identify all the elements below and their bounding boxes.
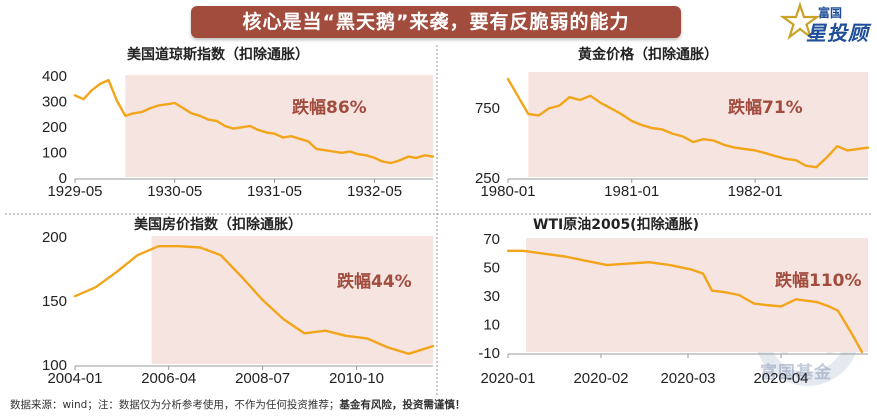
y-tick-label-30: 30: [483, 288, 500, 305]
decline-annotation: 跌幅71%: [728, 97, 803, 118]
y-tick-label-50: 50: [483, 260, 500, 277]
footer-source: 数据来源：wind；注：数据仅为分析参考使用，不作为任何投资推荐；: [10, 399, 340, 411]
y-tick-label-0: 0: [59, 170, 67, 187]
chart-dow-jones: 美国道琼斯指数（扣除通胀） 0 100 200 300 400 1929-05 1930-05…: [42, 46, 435, 200]
series-line-0: [73, 78, 435, 165]
brand-logo: 富国 星投顾: [780, 2, 872, 45]
chart-gold-price: 黄金价格（扣除通胀） 250 750 1980-01 1981-01 1982-01 跌幅7…: [475, 46, 870, 200]
logo-top-text: 富国: [818, 6, 843, 20]
decline-shade-region: [528, 72, 868, 177]
x-tick-label-2006-04: 2006-04: [141, 370, 196, 387]
page-title-banner: 核心是当“黑天鹅”来袭，要有反脆弱的能力: [191, 6, 681, 38]
footer-note: 数据来源：wind；注：数据仅为分析参考使用，不作为任何投资推荐；基金有风险，投…: [10, 397, 465, 412]
y-tick-label-400: 400: [42, 68, 67, 85]
chart-wti-oil: WTI原油2005(扣除通胀) -10 10 30 50 70 2020-01 2020-02…: [478, 216, 868, 387]
x-tick-label-2010-10: 2010-10: [329, 370, 384, 387]
page-title: 核心是当“黑天鹅”来袭，要有反脆弱的能力: [242, 11, 630, 33]
watermark-text: 富国基金: [760, 363, 832, 383]
x-tick-label-2008-07: 2008-07: [235, 370, 290, 387]
x-tick-label-2020-03: 2020-03: [660, 370, 715, 387]
chart-us-house-price: 美国房价指数（扣除通胀） 100 150 200 2004-01 2006-04 2008-…: [42, 216, 435, 387]
y-tick-label-200: 200: [42, 119, 67, 136]
y-tick-label-10: 10: [483, 317, 500, 334]
x-tick-label-1982-01: 1982-01: [728, 183, 783, 200]
chart-title: 黄金价格（扣除通胀）: [578, 46, 718, 63]
decline-annotation: 跌幅110%: [775, 270, 862, 291]
x-tick-label-1931-05: 1931-05: [247, 183, 302, 200]
y-tick-label-100: 100: [42, 357, 67, 374]
y-tick-label-250: 250: [475, 170, 500, 187]
chart-title: 美国道琼斯指数（扣除通胀）: [127, 46, 309, 63]
y-tick-label-150: 150: [42, 293, 67, 310]
x-tick-label-1930-05: 1930-05: [147, 183, 202, 200]
y-tick-label-750: 750: [475, 100, 500, 117]
x-tick-label-1929-05: 1929-05: [47, 183, 102, 200]
y-tick-label-100: 100: [42, 145, 67, 162]
x-tick-label-2020-02: 2020-02: [573, 370, 628, 387]
series-line-0: [73, 245, 435, 355]
x-tick-label-2020-04: 2020-04: [753, 370, 808, 387]
y-tick-label--10: -10: [478, 345, 500, 362]
x-tick-label-2020-01: 2020-01: [480, 370, 535, 387]
chart-title: 美国房价指数（扣除通胀）: [134, 216, 302, 233]
x-tick-label-1932-05: 1932-05: [347, 183, 402, 200]
decline-shade-region: [151, 236, 433, 364]
star-icon: [780, 2, 820, 40]
y-tick-label-200: 200: [42, 229, 67, 246]
y-tick-label-300: 300: [42, 94, 67, 111]
decline-shade-region: [526, 238, 868, 352]
y-tick-label-70: 70: [483, 231, 500, 248]
x-tick-label-1981-01: 1981-01: [604, 183, 659, 200]
x-tick-label-1980-01: 1980-01: [480, 183, 535, 200]
series-line-0: [506, 77, 870, 169]
decline-annotation: 跌幅44%: [337, 271, 412, 292]
footer-risk-warning: 基金有风险，投资需谨慎！: [339, 399, 466, 411]
series-line-0: [506, 249, 864, 354]
chart-title: WTI原油2005(扣除通胀): [533, 216, 699, 233]
logo-main-text: 星投顾: [806, 21, 869, 45]
x-tick-label-2004-01: 2004-01: [47, 370, 102, 387]
decline-annotation: 跌幅86%: [292, 97, 367, 118]
